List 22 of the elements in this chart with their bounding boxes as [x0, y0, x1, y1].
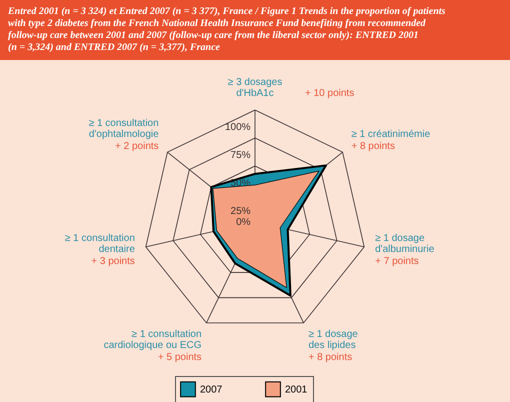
text: + 8 points: [308, 352, 352, 363]
text: + 2 points: [115, 141, 159, 152]
text: + 3 points: [91, 256, 135, 267]
legend-label: 2007: [200, 384, 223, 396]
spoke-label: ≥ 1 consultation cardiologique ou ECG: [104, 329, 202, 351]
spoke-label: ≥ 1 consultation d'ophtalmologie: [88, 118, 160, 140]
y-tick-label: 75%: [230, 150, 251, 161]
spoke-label: ≥ 1 dosage d'albuminurie: [375, 232, 435, 255]
y-tick-label: 50%: [230, 178, 251, 189]
spoke-label: ≥ 3 dosages d'HbA1c: [228, 76, 282, 99]
chart-title: Entred 2001 (n = 3 324) et Entred 2007 (n = 3 377), France / Figure 1 Trends in the proportion of patients with type 2 diabetes from the French National Health Insurance Fund benefiting from recommended follow-up care between 2001 and 2007 (follow-up care from the liberal sector only): ENTRED 2001 (n = 3,324) and ENTRED 2007 (n = 3,377), France: [7, 6, 446, 53]
text: + 10 points: [305, 88, 354, 99]
spoke-label: ≥ 1 consultation dentaire: [64, 232, 136, 255]
spoke-label: ≥ 1 créatinimémie: [351, 129, 431, 140]
text: + 7 points: [375, 256, 419, 267]
y-tick-label: 100%: [224, 122, 251, 133]
text: + 5 points: [158, 352, 202, 363]
spoke-label: ≥ 1 dosage des lipides: [308, 329, 358, 351]
y-tick-label: 0%: [236, 217, 251, 228]
y-tick-label: 25%: [230, 206, 251, 217]
text: + 8 points: [351, 141, 395, 152]
legend-label: 2001: [285, 384, 308, 396]
